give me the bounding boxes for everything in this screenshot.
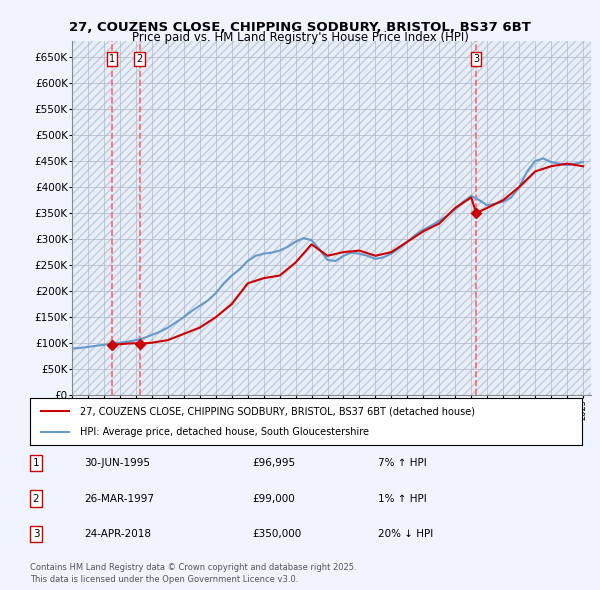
Text: 2: 2 [136,54,143,64]
Text: 27, COUZENS CLOSE, CHIPPING SODBURY, BRISTOL, BS37 6BT: 27, COUZENS CLOSE, CHIPPING SODBURY, BRI… [69,21,531,34]
Text: £99,000: £99,000 [252,494,295,503]
Text: £96,995: £96,995 [252,458,295,468]
Text: 27, COUZENS CLOSE, CHIPPING SODBURY, BRISTOL, BS37 6BT (detached house): 27, COUZENS CLOSE, CHIPPING SODBURY, BRI… [80,407,475,417]
Text: 2: 2 [32,494,40,503]
Text: 3: 3 [473,54,479,64]
Text: This data is licensed under the Open Government Licence v3.0.: This data is licensed under the Open Gov… [30,575,298,584]
Text: 1: 1 [109,54,115,64]
Text: £350,000: £350,000 [252,529,301,539]
Text: 3: 3 [32,529,40,539]
Text: 1: 1 [32,458,40,468]
Text: 20% ↓ HPI: 20% ↓ HPI [378,529,433,539]
Text: 1% ↑ HPI: 1% ↑ HPI [378,494,427,503]
Text: 7% ↑ HPI: 7% ↑ HPI [378,458,427,468]
Text: 26-MAR-1997: 26-MAR-1997 [84,494,154,503]
Text: 30-JUN-1995: 30-JUN-1995 [84,458,150,468]
Text: Price paid vs. HM Land Registry's House Price Index (HPI): Price paid vs. HM Land Registry's House … [131,31,469,44]
Text: Contains HM Land Registry data © Crown copyright and database right 2025.: Contains HM Land Registry data © Crown c… [30,563,356,572]
Text: HPI: Average price, detached house, South Gloucestershire: HPI: Average price, detached house, Sout… [80,427,368,437]
Text: 24-APR-2018: 24-APR-2018 [84,529,151,539]
